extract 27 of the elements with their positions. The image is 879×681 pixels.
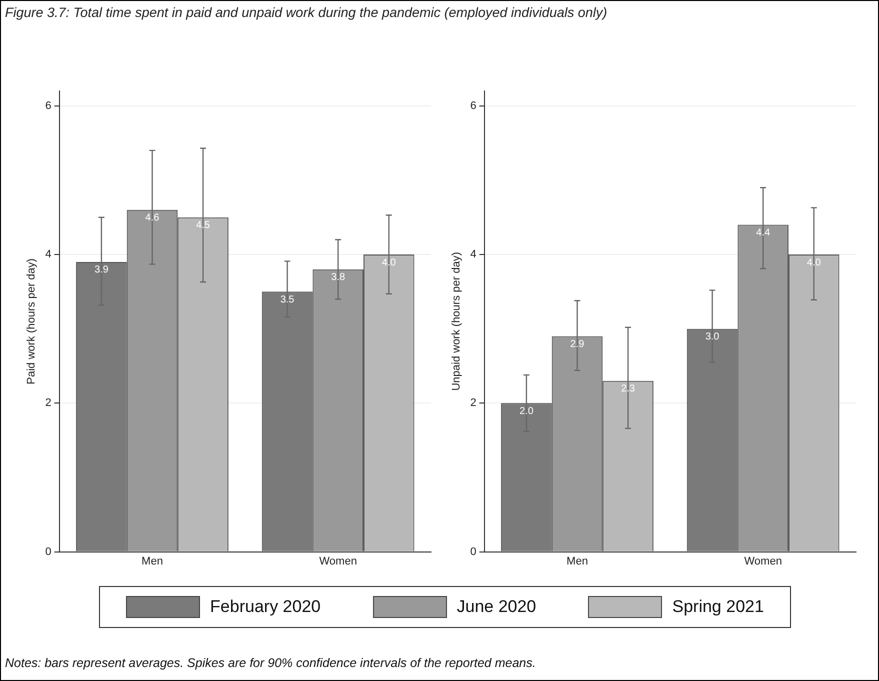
- data-label: 2.0: [519, 406, 534, 417]
- x-tick-label: Women: [744, 555, 782, 568]
- legend-label: February 2020: [210, 597, 321, 617]
- y-tick-label: 2: [470, 397, 476, 410]
- y-tick-label: 4: [470, 248, 476, 261]
- y-tick-label: 6: [45, 100, 52, 112]
- text: Notes: bars represent averages. Spikes are for 90% confidence intervals of the reported means.: [5, 656, 536, 670]
- y-axis-title: Unpaid work (hours per day): [450, 252, 463, 391]
- y-tick-label: 6: [470, 100, 476, 112]
- chart-title: Figure 3.7: Total time spent in paid and unpaid work during the pandemic (employed individuals only): [5, 5, 608, 20]
- data-label: 3.9: [94, 264, 109, 276]
- legend-label: June 2020: [456, 597, 536, 617]
- data-label: 4.4: [756, 228, 770, 239]
- x-tick-label: Men: [142, 555, 163, 568]
- data-label: 4.6: [145, 212, 160, 224]
- y-tick-label: 2: [45, 397, 52, 410]
- data-label: 3.8: [331, 272, 346, 284]
- x-tick-label: Men: [566, 555, 588, 568]
- y-axis-title: Paid work (hours per day): [26, 258, 38, 384]
- y-tick-label: 4: [45, 248, 52, 261]
- y-tick-label: 0: [45, 546, 52, 558]
- data-label: 3.0: [705, 332, 720, 343]
- legend-label: Spring 2021: [672, 597, 764, 617]
- data-label: 2.9: [570, 339, 585, 350]
- x-tick-label: Women: [319, 555, 357, 568]
- data-label: 3.5: [280, 294, 295, 306]
- y-tick-label: 0: [470, 546, 476, 558]
